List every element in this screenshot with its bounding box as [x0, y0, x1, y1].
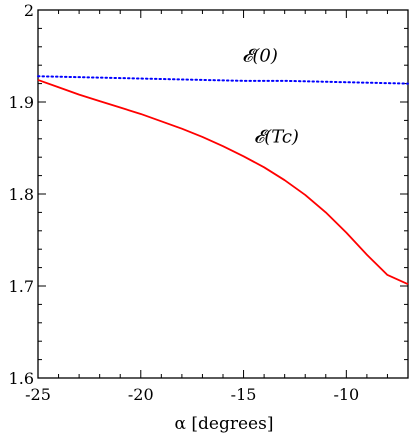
series-line-e0: [37, 75, 409, 85]
series-label-e0: 𝓔(0): [242, 46, 278, 67]
plot-frame: [37, 9, 409, 379]
y-tick-label: 2: [24, 1, 34, 20]
series-layer: [37, 75, 409, 285]
x-tick-label: -20: [128, 385, 154, 404]
y-tick-label: 1.9: [9, 93, 34, 112]
axis-ticks: -25 -20 -15 -10 1.6 1.7 1.8 1.9 2: [9, 1, 409, 404]
x-axis-label: α [degrees]: [175, 414, 274, 434]
x-tick-label: -10: [333, 385, 359, 404]
y-tick-label: 1.8: [9, 185, 34, 204]
series-label-etc: 𝓔(Tc): [254, 126, 299, 147]
plot-border: [37, 9, 409, 379]
series-line-etc: [37, 79, 409, 285]
x-tick-label: -25: [25, 385, 51, 404]
labels: α [degrees] 𝓔(0) 𝓔(Tc): [175, 46, 299, 434]
y-tick-label: 1.6: [9, 369, 34, 388]
x-tick-label: -15: [231, 385, 257, 404]
y-tick-label: 1.7: [9, 277, 34, 296]
